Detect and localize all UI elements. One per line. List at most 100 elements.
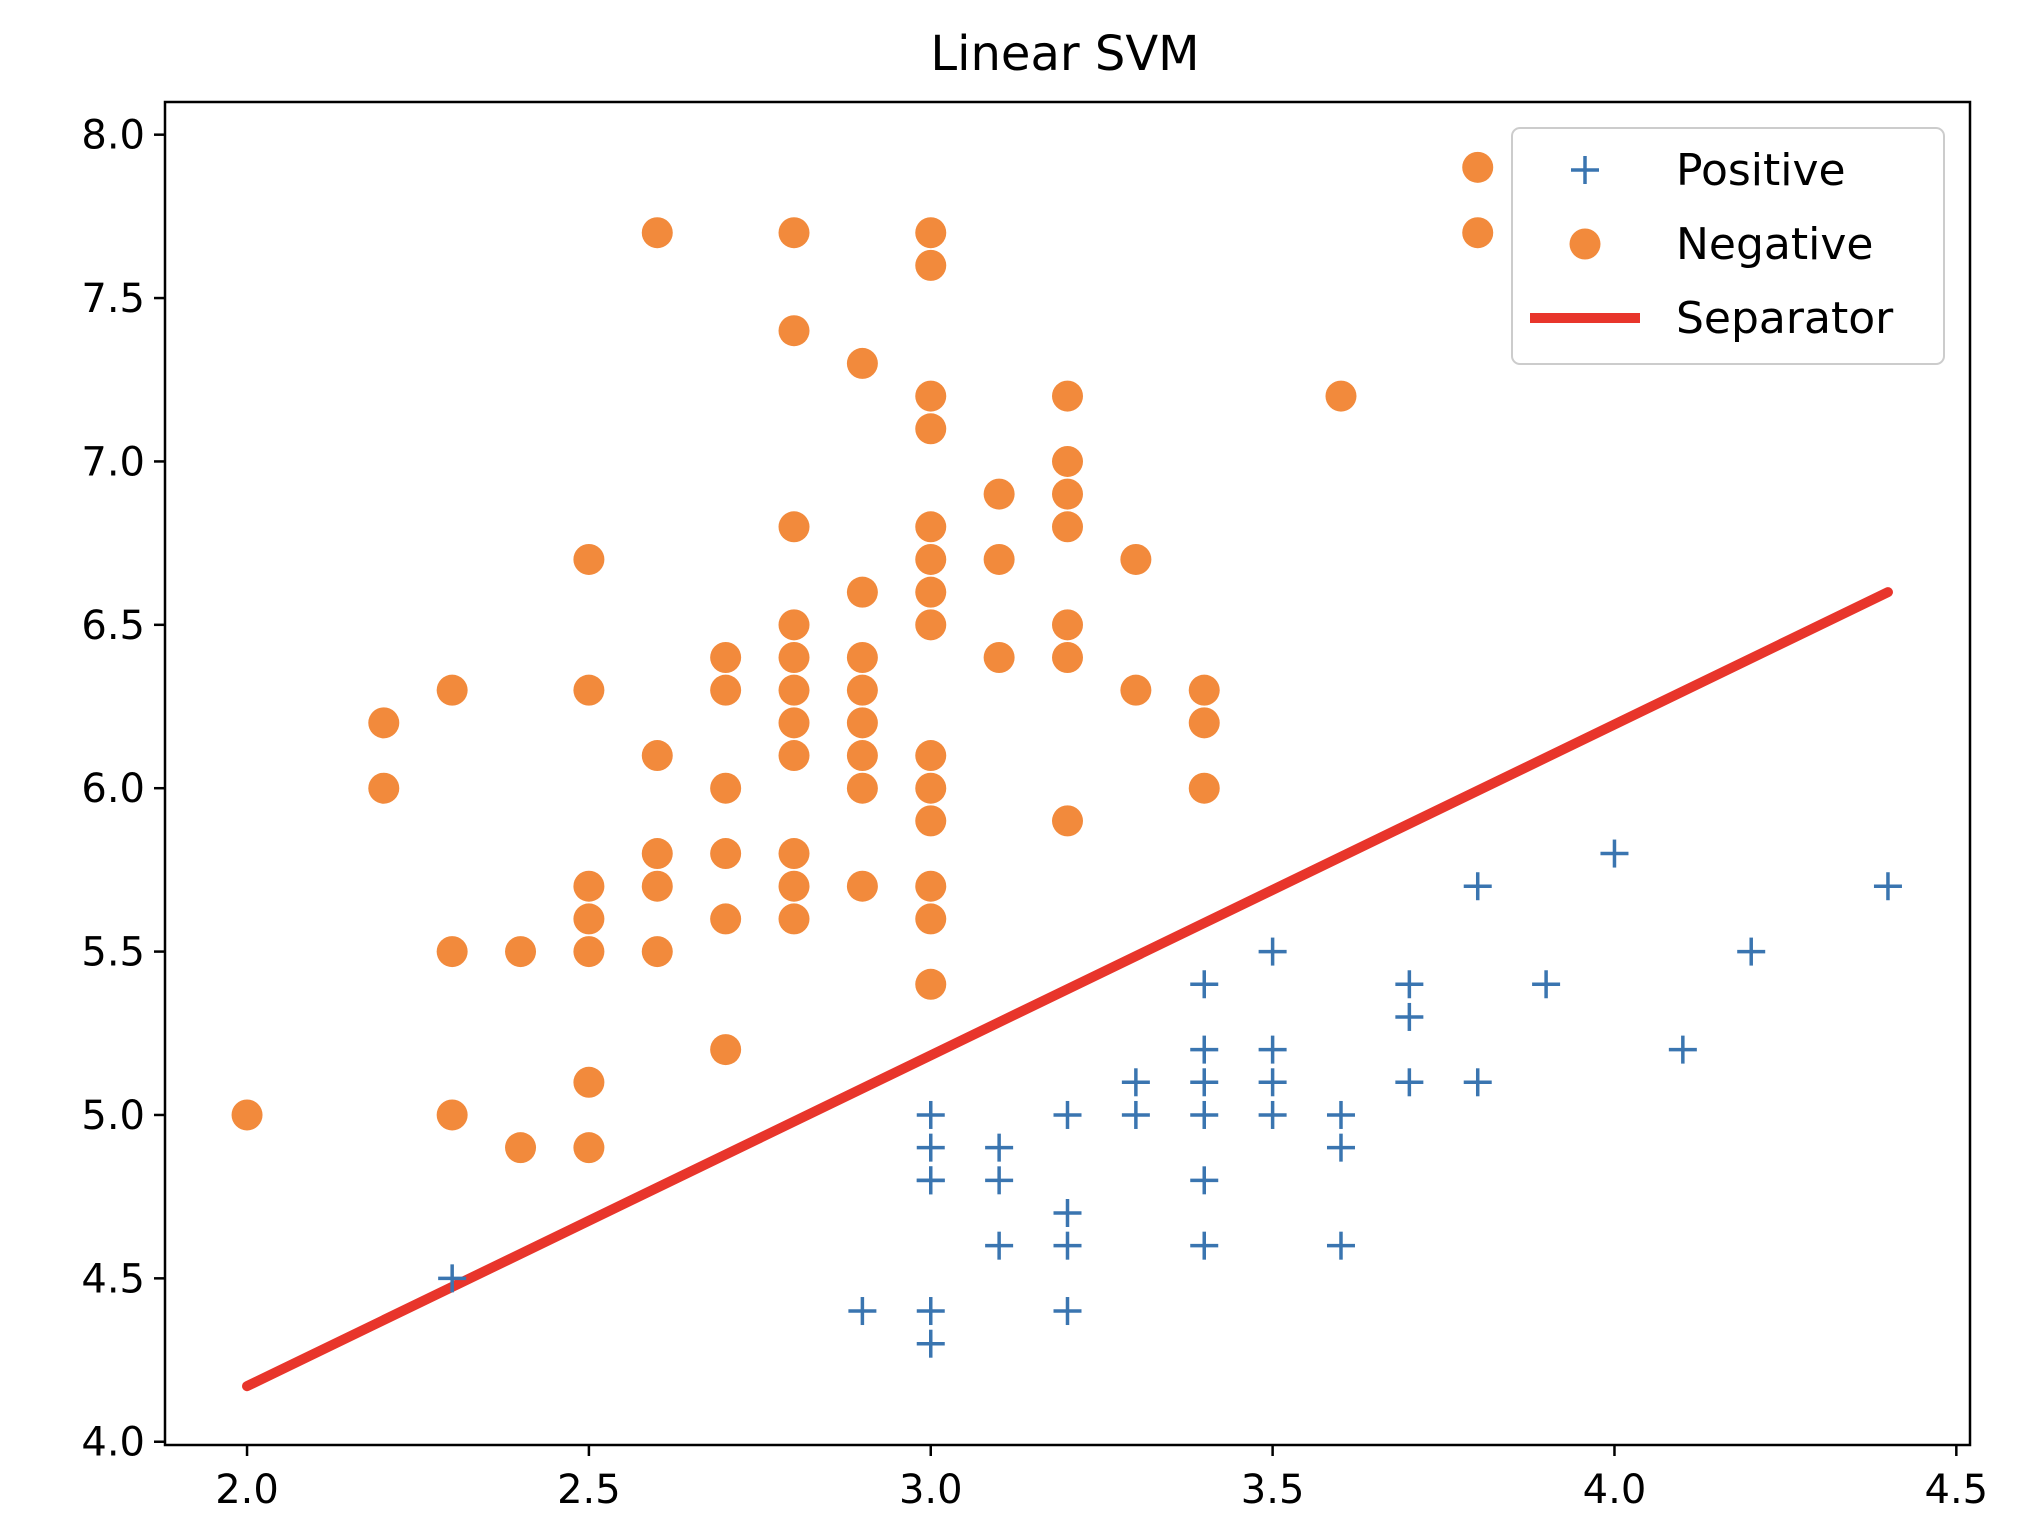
- negative-point: [778, 315, 810, 347]
- negative-point: [1052, 609, 1083, 641]
- positive-point: [1668, 1035, 1697, 1064]
- negative-point: [778, 217, 810, 249]
- positive-point: [1190, 1231, 1219, 1260]
- positive-point: [438, 1264, 467, 1293]
- positive-point: [1053, 1100, 1082, 1129]
- negative-point: [915, 543, 947, 575]
- negative-point: [915, 870, 947, 902]
- legend-label-negative: Negative: [1676, 219, 1873, 270]
- negative-point: [983, 543, 1015, 575]
- negative-point: [915, 511, 947, 543]
- negative-point: [1052, 511, 1083, 543]
- positive-point: [1053, 1198, 1082, 1227]
- negative-point: [846, 707, 878, 739]
- negative-point: [573, 870, 605, 902]
- negative-point: [710, 903, 742, 935]
- negative-point: [915, 772, 947, 804]
- negative-point: [846, 347, 878, 379]
- positive-point: [1258, 937, 1287, 966]
- negative-point: [1325, 380, 1357, 412]
- negative-point: [915, 413, 947, 445]
- negative-point: [436, 1099, 468, 1131]
- negative-point: [846, 576, 878, 608]
- positive-point: [1326, 1100, 1355, 1129]
- negative-point: [846, 870, 878, 902]
- negative-point: [573, 674, 605, 706]
- negative-point: [778, 838, 810, 870]
- y-tick-label: 4.0: [81, 1420, 145, 1466]
- negative-point: [436, 936, 468, 968]
- legend-entry-negative: Negative: [1569, 219, 1873, 270]
- x-axis-ticks: 2.0 2.5 3.0 3.5 4.0 4.5: [215, 1445, 1988, 1513]
- legend-label-separator: Separator: [1676, 293, 1894, 344]
- x-tick-label: 3.0: [899, 1467, 963, 1513]
- separator-line: [242, 587, 1893, 1392]
- negative-point: [1052, 445, 1083, 477]
- positive-point: [1053, 1297, 1082, 1326]
- legend-entry-positive: Positive: [1571, 145, 1846, 196]
- negative-point: [778, 609, 810, 641]
- positive-point: [1326, 1231, 1355, 1260]
- legend-plus-marker: [1571, 156, 1599, 184]
- negative-point: [846, 641, 878, 673]
- negative-point: [710, 674, 742, 706]
- positive-point: [1600, 839, 1629, 868]
- positive-point: [1190, 1166, 1219, 1195]
- positive-point: [916, 1133, 945, 1162]
- y-tick-label: 6.0: [81, 766, 145, 812]
- positive-point: [916, 1166, 945, 1195]
- y-tick-label: 6.5: [81, 603, 145, 649]
- positive-point: [1463, 872, 1492, 901]
- positive-point: [916, 1297, 945, 1326]
- negative-point: [573, 543, 605, 575]
- y-axis-ticks: 4.0 4.5 5.0 5.5 6.0 6.5 7.0 7.5 8.0: [81, 113, 165, 1466]
- negative-point: [915, 217, 947, 249]
- positive-point: [1258, 1100, 1287, 1129]
- legend: Positive Negative Separator: [1511, 127, 1945, 365]
- positive-point: [1395, 1002, 1424, 1031]
- positive-point: [1190, 970, 1219, 999]
- negative-point: [573, 936, 605, 968]
- negative-point: [846, 674, 878, 706]
- x-tick-label: 4.5: [1925, 1467, 1989, 1513]
- negative-point: [1188, 674, 1220, 706]
- negative-point: [983, 478, 1015, 510]
- negative-point: [1120, 543, 1152, 575]
- negative-point: [710, 1034, 742, 1066]
- plot-frame: [163, 100, 1972, 1447]
- negative-point: [778, 641, 810, 673]
- positive-point: [1053, 1231, 1082, 1260]
- negative-point: [573, 1066, 605, 1098]
- positive-point: [1258, 1068, 1287, 1097]
- positive-point: [1532, 970, 1561, 999]
- positive-point: [916, 1329, 945, 1358]
- y-tick-label: 5.0: [81, 1093, 145, 1139]
- positive-point: [1190, 1100, 1219, 1129]
- y-tick-label: 4.5: [81, 1256, 145, 1302]
- positive-point: [1121, 1068, 1150, 1097]
- negative-point: [641, 838, 673, 870]
- x-tick-label: 4.0: [1583, 1467, 1647, 1513]
- x-tick-label: 2.0: [215, 1467, 279, 1513]
- negative-point: [778, 674, 810, 706]
- negative-point: [983, 641, 1015, 673]
- positive-point: [1737, 937, 1766, 966]
- x-tick-label: 3.5: [1241, 1467, 1305, 1513]
- negative-point: [1462, 151, 1494, 183]
- negative-point: [436, 674, 468, 706]
- positive-point: [1463, 1068, 1492, 1097]
- positive-point: [1190, 1035, 1219, 1064]
- positive-point: [1395, 1068, 1424, 1097]
- legend-circle-glyph: [1569, 228, 1601, 260]
- negative-point: [505, 1132, 537, 1164]
- negative-point: [915, 380, 947, 412]
- legend-circle-marker: [1569, 228, 1601, 260]
- negative-point: [1052, 478, 1083, 510]
- positive-point: [1395, 970, 1424, 999]
- x-tick-label: 2.5: [557, 1467, 621, 1513]
- positive-point: [1121, 1100, 1150, 1129]
- negative-point: [915, 249, 947, 281]
- negative-point: [1052, 380, 1083, 412]
- negative-point: [573, 1132, 605, 1164]
- negative-point: [1052, 641, 1083, 673]
